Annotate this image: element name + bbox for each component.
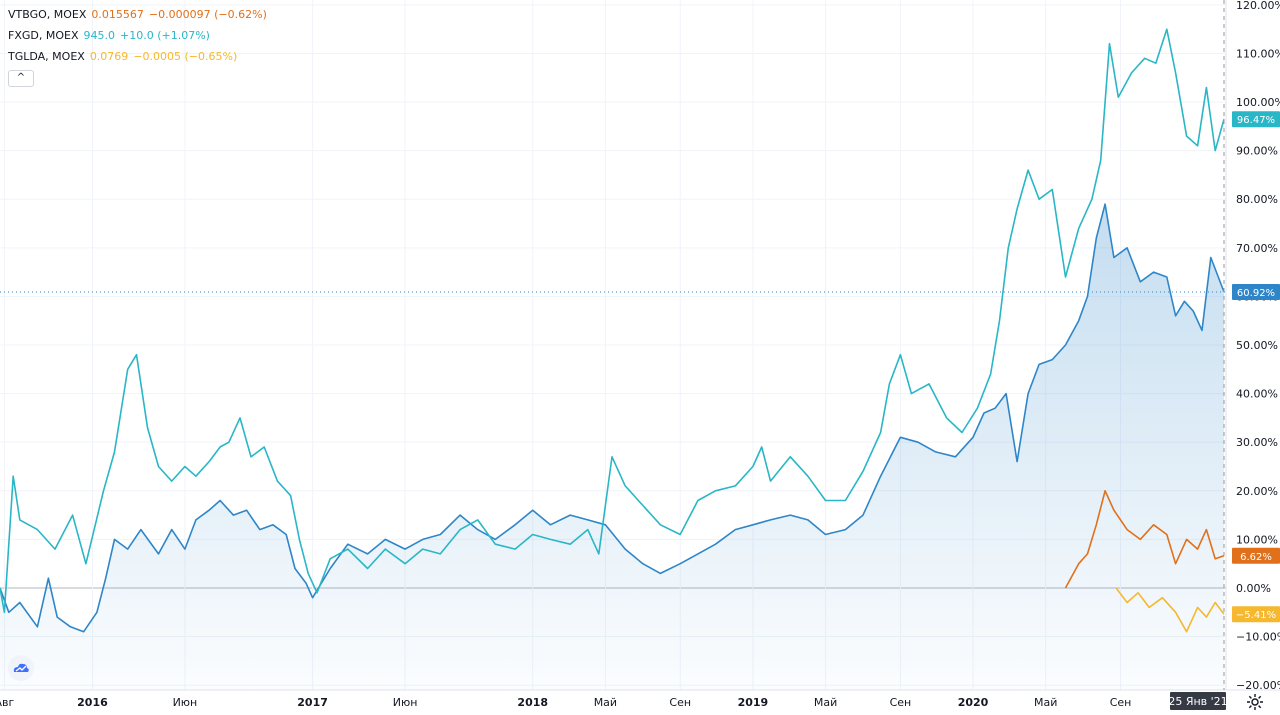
- y-tick-label: −20.00%: [1236, 679, 1280, 692]
- x-tick-label: Июн: [393, 696, 418, 709]
- y-tick-label: 110.00%: [1236, 47, 1280, 60]
- x-tick-label: Сен: [1110, 696, 1132, 709]
- collapse-legend-button[interactable]: ^: [8, 70, 34, 87]
- value-tag: [1232, 606, 1280, 623]
- gear-icon[interactable]: [1246, 693, 1264, 711]
- legend-row[interactable]: TGLDA, MOEX 0.0769 −0.0005 (−0.65%): [8, 46, 267, 67]
- value-tag-label: 60.92%: [1237, 288, 1275, 299]
- y-tick-label: 90.00%: [1236, 145, 1278, 158]
- value-tag-label: 6.62%: [1240, 552, 1272, 563]
- series-line: [0, 203, 1225, 633]
- x-tick-label: Май: [1034, 696, 1057, 709]
- x-tick-label: 2017: [297, 696, 328, 709]
- legend-change: +10.0 (+1.07%): [120, 29, 210, 42]
- x-tick-label: 2020: [958, 696, 989, 709]
- x-tick-label: Сен: [890, 696, 912, 709]
- x-tick-label: Авг: [0, 696, 15, 709]
- legend: VTBGO, MOEX 0.015567 −0.000097 (−0.62%) FXG…: [8, 4, 267, 67]
- y-tick-label: 30.00%: [1236, 436, 1278, 449]
- x-tick-label: Май: [814, 696, 837, 709]
- y-tick-label: 0.00%: [1236, 582, 1271, 595]
- y-tick-label: 100.00%: [1236, 96, 1280, 109]
- value-tag: [1232, 283, 1280, 300]
- y-tick-label: −10.00%: [1236, 631, 1280, 644]
- legend-change: −0.000097 (−0.62%): [148, 8, 267, 21]
- x-tick-label: 2016: [77, 696, 108, 709]
- value-tag: [1232, 111, 1280, 128]
- x-tick-label: Сен: [669, 696, 691, 709]
- value-tag-label: 96.47%: [1237, 115, 1275, 126]
- series-line: [0, 28, 1225, 614]
- value-tag: [1232, 547, 1280, 564]
- legend-row[interactable]: FXGD, MOEX 945.0 +10.0 (+1.07%): [8, 25, 267, 46]
- legend-row[interactable]: VTBGO, MOEX 0.015567 −0.000097 (−0.62%): [8, 4, 267, 25]
- y-tick-label: 120.00%: [1236, 0, 1280, 12]
- chevron-up-icon: ^: [16, 72, 26, 83]
- y-tick-label: 10.00%: [1236, 533, 1278, 546]
- legend-value: 0.0769: [89, 50, 129, 63]
- x-tick-label: Май: [594, 696, 617, 709]
- legend-symbol: TGLDA, MOEX: [8, 50, 85, 63]
- y-tick-label: 50.00%: [1236, 339, 1278, 352]
- series-line: [1064, 490, 1225, 589]
- y-tick-label: 80.00%: [1236, 193, 1278, 206]
- series-line: [1115, 587, 1225, 633]
- y-tick-label: 20.00%: [1236, 485, 1278, 498]
- x-tick-label: Июн: [173, 696, 198, 709]
- x-tick-label: 2019: [738, 696, 769, 709]
- y-tick-label: 70.00%: [1236, 242, 1278, 255]
- crosshair-date-box: [1170, 692, 1226, 710]
- legend-change: −0.0005 (−0.65%): [133, 50, 238, 63]
- x-tick-label: 2018: [517, 696, 548, 709]
- legend-symbol: FXGD, MOEX: [8, 29, 79, 42]
- tradingview-cloud-icon[interactable]: [8, 655, 34, 681]
- series-area-fill: [0, 204, 1224, 690]
- crosshair-date-label: 25 Янв '21: [1168, 695, 1227, 708]
- value-tag-label: −5.41%: [1236, 610, 1276, 621]
- legend-value: 945.0: [83, 29, 116, 42]
- legend-symbol: VTBGO, MOEX: [8, 8, 87, 21]
- legend-value: 0.015567: [91, 8, 144, 21]
- y-tick-label: 40.00%: [1236, 388, 1278, 401]
